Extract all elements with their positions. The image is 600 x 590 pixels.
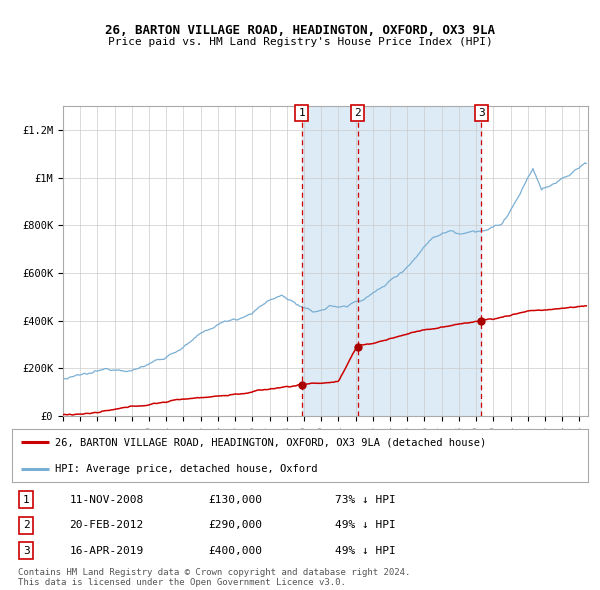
Text: 3: 3 (23, 546, 30, 556)
Text: 3: 3 (478, 108, 484, 118)
Text: 2: 2 (355, 108, 361, 118)
Text: 11-NOV-2008: 11-NOV-2008 (70, 495, 144, 504)
Bar (302, 106, 358, 416)
Text: £400,000: £400,000 (208, 546, 262, 556)
Text: 26, BARTON VILLAGE ROAD, HEADINGTON, OXFORD, OX3 9LA: 26, BARTON VILLAGE ROAD, HEADINGTON, OXF… (105, 24, 495, 37)
Text: 20-FEB-2012: 20-FEB-2012 (70, 520, 144, 530)
Text: £290,000: £290,000 (208, 520, 262, 530)
Text: HPI: Average price, detached house, Oxford: HPI: Average price, detached house, Oxfo… (55, 464, 318, 474)
Text: 1: 1 (23, 495, 30, 504)
Text: 16-APR-2019: 16-APR-2019 (70, 546, 144, 556)
Text: 49% ↓ HPI: 49% ↓ HPI (335, 546, 395, 556)
Text: 1: 1 (298, 108, 305, 118)
Text: 73% ↓ HPI: 73% ↓ HPI (335, 495, 395, 504)
Bar (358, 106, 481, 416)
Text: Price paid vs. HM Land Registry's House Price Index (HPI): Price paid vs. HM Land Registry's House … (107, 37, 493, 47)
Text: 26, BARTON VILLAGE ROAD, HEADINGTON, OXFORD, OX3 9LA (detached house): 26, BARTON VILLAGE ROAD, HEADINGTON, OXF… (55, 437, 487, 447)
Text: Contains HM Land Registry data © Crown copyright and database right 2024.
This d: Contains HM Land Registry data © Crown c… (18, 568, 410, 587)
Text: 2: 2 (23, 520, 30, 530)
Text: 49% ↓ HPI: 49% ↓ HPI (335, 520, 395, 530)
Text: £130,000: £130,000 (208, 495, 262, 504)
